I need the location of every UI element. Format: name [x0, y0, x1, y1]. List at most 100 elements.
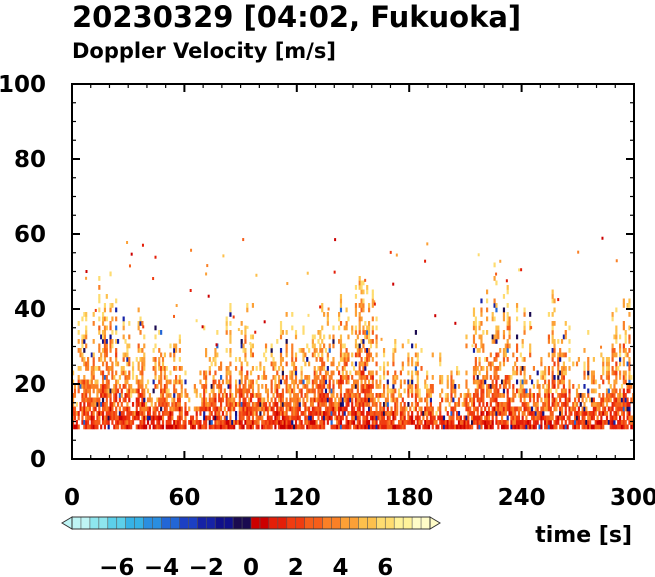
echo-cell [169, 370, 172, 376]
echo-cell [551, 321, 554, 326]
echo-cell [141, 424, 144, 430]
echo-cell [461, 424, 464, 430]
echo-cell [439, 411, 442, 416]
echo-cell [90, 397, 93, 403]
echo-cell [486, 366, 489, 371]
echo-cell [560, 379, 564, 385]
echo-cell [141, 321, 144, 326]
echo-cell [324, 379, 328, 385]
echo-cell [459, 424, 462, 430]
echo-cell [624, 339, 627, 344]
echo-cell [493, 366, 496, 371]
echo-cell [392, 397, 395, 403]
echo-cell [323, 384, 326, 389]
echo-cell [626, 303, 629, 308]
echo-cell [261, 420, 264, 425]
echo-cell [486, 420, 489, 425]
echo-cell [397, 388, 401, 394]
echo-cell [124, 415, 127, 421]
echo-cell [210, 388, 213, 394]
echo-cell [367, 384, 371, 389]
echo-cell [105, 388, 108, 394]
echo-cell [557, 357, 560, 362]
echo-cell [515, 343, 519, 349]
echo-speckle [307, 313, 310, 317]
echo-cell [587, 330, 590, 335]
echo-cell [201, 402, 204, 407]
echo-cell [203, 415, 206, 421]
echo-cell [308, 415, 311, 421]
echo-cell [540, 420, 543, 425]
echo-cell [246, 303, 249, 308]
echo-cell [515, 316, 519, 322]
echo-cell [622, 321, 625, 326]
echo-cell [163, 366, 166, 371]
echo-cell [116, 402, 120, 407]
echo-speckle [246, 325, 249, 329]
echo-cell [248, 424, 251, 430]
echo-cell [195, 388, 198, 394]
echo-cell [259, 415, 262, 421]
echo-cell [248, 402, 251, 407]
echo-cell [358, 348, 361, 353]
echo-cell [493, 334, 496, 340]
echo-cell [219, 397, 223, 403]
echo-cell [115, 388, 118, 394]
echo-cell [474, 379, 477, 385]
echo-cell [165, 402, 168, 407]
echo-cell [590, 370, 594, 376]
echo-cell [205, 370, 208, 376]
echo-cell [544, 375, 547, 380]
echo-cell [294, 357, 298, 362]
y-tick-label: 60 [14, 222, 46, 248]
echo-cell [81, 339, 84, 344]
echo-cell [517, 420, 521, 425]
echo-cell [478, 357, 481, 362]
echo-cell [143, 352, 146, 358]
echo-cell [227, 379, 230, 385]
echo-cell [512, 424, 515, 430]
echo-cell [382, 348, 386, 353]
echo-cell [575, 411, 579, 416]
echo-cell [285, 330, 288, 335]
echo-cell [323, 424, 326, 430]
echo-cell [491, 420, 494, 425]
echo-cell [92, 339, 95, 344]
echo-cell [529, 375, 532, 380]
echo-cell [358, 325, 361, 331]
echo-cell [240, 420, 243, 425]
echo-cell [311, 402, 314, 407]
echo-cell [105, 361, 108, 367]
echo-cell [347, 334, 350, 340]
echo-cell [219, 402, 223, 407]
echo-cell [426, 420, 429, 425]
echo-cell [103, 343, 107, 349]
echo-cell [214, 397, 217, 403]
echo-cell [319, 370, 322, 376]
echo-cell [135, 402, 138, 407]
echo-cell [321, 415, 324, 421]
echo-cell [96, 388, 99, 394]
echo-cell [173, 424, 176, 430]
echo-cell [113, 415, 116, 421]
echo-cell [367, 339, 371, 344]
echo-cell [326, 366, 329, 371]
echo-cell [100, 370, 103, 376]
echo-cell [465, 343, 468, 349]
echo-cell [139, 420, 142, 425]
echo-speckle [85, 276, 88, 280]
echo-cell [289, 406, 292, 412]
echo-cell [411, 370, 414, 376]
echo-cell [534, 420, 537, 425]
echo-cell [407, 415, 410, 421]
echo-cell [628, 325, 631, 331]
echo-cell [500, 420, 504, 425]
echo-speckle [232, 315, 235, 319]
echo-cell [169, 411, 172, 416]
echo-speckle [495, 272, 498, 276]
echo-cell [246, 370, 249, 376]
echo-cell [409, 420, 412, 425]
echo-cell [338, 379, 341, 385]
echo-cell [251, 384, 255, 389]
echo-cell [72, 411, 75, 416]
